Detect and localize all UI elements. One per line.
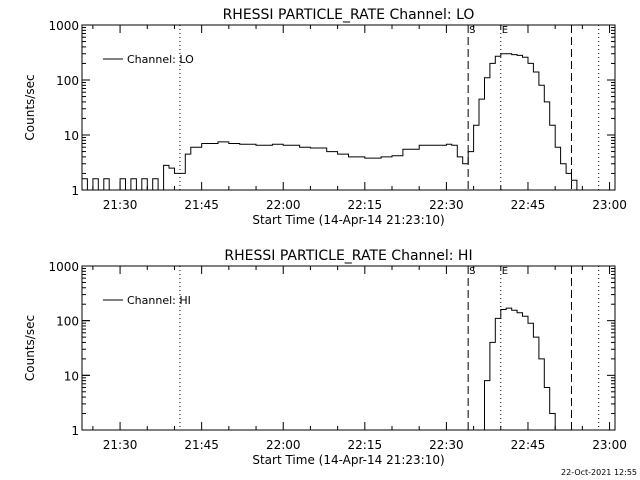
x-axis-label: Start Time (14-Apr-14 21:23:10) (252, 453, 444, 467)
event-marker-label: S (469, 266, 475, 277)
x-tick-label: 21:30 (103, 438, 138, 452)
event-marker-label: S (469, 25, 475, 36)
legend-label: Channel: LO (127, 53, 194, 66)
chart-panel-lo: RHESSI PARTICLE_RATE Channel: LO 1 10 100 10… (23, 7, 627, 227)
x-tick-label: 23:00 (592, 198, 627, 212)
plot-frame (81, 24, 616, 191)
y-axis-label: Counts/sec (23, 315, 37, 381)
chart-title: RHESSI PARTICLE_RATE Channel: HI (224, 248, 472, 264)
x-tick-label: 22:15 (348, 198, 383, 212)
x-tick-label: 22:30 (429, 198, 464, 212)
x-tick-label: 22:00 (266, 198, 301, 212)
x-tick-label: 22:15 (348, 438, 383, 452)
x-tick-label: 22:30 (429, 438, 464, 452)
x-tick-label: 23:00 (592, 438, 627, 452)
x-tick-label: 21:45 (184, 438, 219, 452)
x-tick-label: 22:45 (511, 438, 546, 452)
y-tick-label: 10 (64, 369, 79, 383)
event-marker-label: E (502, 266, 508, 277)
y-tick-label: 100 (56, 74, 79, 88)
legend-label: Channel: HI (127, 294, 191, 307)
generation-timestamp: 22-Oct-2021 12:55 (561, 468, 637, 477)
y-tick-label: 100 (56, 315, 79, 329)
x-tick-label: 22:00 (266, 438, 301, 452)
y-tick-label: 1 (71, 184, 79, 198)
event-marker-label: E (502, 25, 508, 36)
y-tick-label: 1000 (48, 260, 79, 274)
x-axis-label: Start Time (14-Apr-14 21:23:10) (252, 213, 444, 227)
y-tick-label: 10 (64, 129, 79, 143)
y-tick-label: 1000 (48, 19, 79, 33)
series-line (82, 53, 599, 191)
x-tick-label: 21:30 (103, 198, 138, 212)
chart-panel-hi: RHESSI PARTICLE_RATE Channel: HI 1 10 100 10… (23, 248, 627, 467)
series-line (479, 307, 556, 431)
chart-title: RHESSI PARTICLE_RATE Channel: LO (223, 7, 475, 23)
x-tick-label: 22:45 (511, 198, 546, 212)
y-axis-label: Counts/sec (23, 74, 37, 140)
plot-frame (81, 265, 616, 431)
y-tick-label: 1 (71, 424, 79, 438)
x-tick-label: 21:45 (184, 198, 219, 212)
